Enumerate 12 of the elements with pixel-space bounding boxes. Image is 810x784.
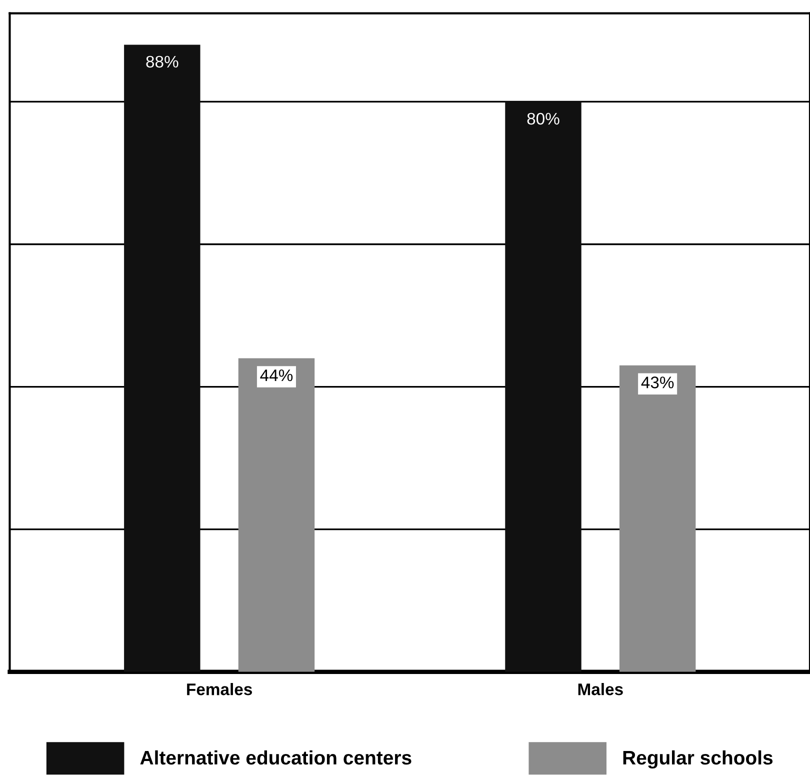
data-label: 88% bbox=[146, 56, 178, 68]
x-tick-label: Females bbox=[187, 683, 252, 696]
data-label: 44% bbox=[260, 369, 293, 382]
legend-label: Regular schools bbox=[623, 750, 773, 769]
data-label: 43% bbox=[641, 376, 674, 388]
x-tick-label: Males bbox=[578, 683, 623, 696]
bar bbox=[505, 102, 582, 672]
bar bbox=[124, 44, 200, 672]
data-label: 80% bbox=[527, 112, 560, 125]
bar bbox=[619, 365, 696, 672]
bar bbox=[238, 358, 315, 672]
legend-label: Alternative education centers bbox=[140, 750, 412, 765]
